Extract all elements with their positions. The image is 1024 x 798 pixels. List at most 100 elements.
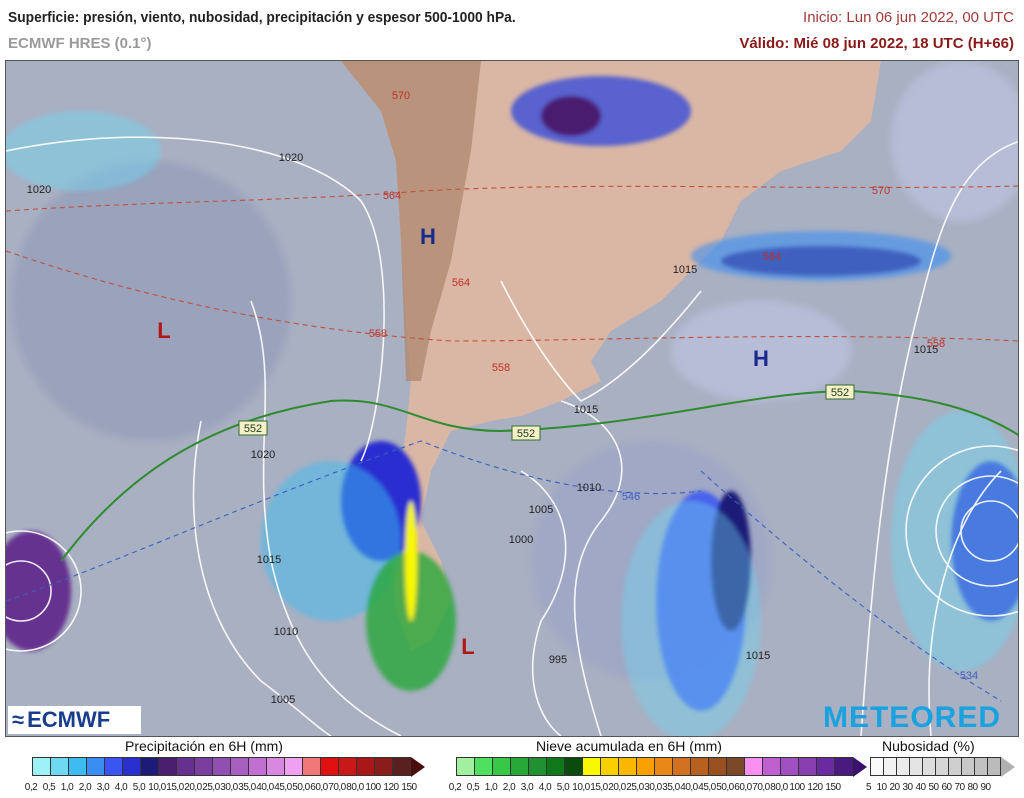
cloud-legend-tick: 60 (941, 782, 952, 793)
isobar-label: 1010 (577, 482, 601, 494)
thickness-552-label: 552 (244, 423, 262, 435)
snow-legend-tick: 70,0 (752, 782, 770, 793)
isobar-label: 995 (549, 654, 567, 666)
snow-legend-swatch (834, 757, 853, 776)
precip-legend-tick: 20,0 (184, 782, 202, 793)
precip-legend-tick: 0,2 (24, 782, 38, 793)
precip-legend-swatch (374, 757, 392, 776)
precip-legend-tick: 3,0 (96, 782, 110, 793)
isobar-label: 1005 (271, 694, 295, 706)
precip-legend-title: Precipitación en 6H (mm) (125, 738, 283, 754)
precip-legend-tick: 35,0 (238, 782, 256, 793)
snow-legend-tick: 100 (789, 782, 805, 793)
snow-legend-swatch (654, 757, 672, 776)
snow-legend-tick: 0,2 (448, 782, 462, 793)
weather-map[interactable]: H L H L 1020 1020 1015 1010 1005 1000 1020 1015 1010… (5, 60, 1019, 737)
isobar-label: 1020 (279, 152, 303, 164)
andes-terrain (341, 61, 481, 381)
precip-legend-swatch (140, 757, 158, 776)
precipitation (6, 76, 1018, 736)
precip-legend-swatch (320, 757, 338, 776)
cloud-legend-swatch (883, 757, 896, 776)
precip-legend-swatch (356, 757, 374, 776)
isobar-label: 1015 (574, 404, 598, 416)
snow-legend-swatch (456, 757, 474, 776)
snow-legend-tick: 40,0 (680, 782, 698, 793)
snow-legend-swatch (816, 757, 834, 776)
precip-legend-swatch (284, 757, 302, 776)
isobar-label: 1000 (509, 534, 533, 546)
cloud-legend-swatch (896, 757, 909, 776)
pressure-center-low: L (461, 634, 474, 659)
thickness-552-line (60, 389, 1018, 562)
thickness-label: 558 (492, 362, 510, 374)
snow-legend-swatch (762, 757, 780, 776)
cloud-legend-tick: 90 (980, 782, 991, 793)
thickness-552-label-box (238, 420, 268, 436)
snow-legend-tick: 25,0 (626, 782, 644, 793)
precip-legend-tick: 25,0 (202, 782, 220, 793)
cloud-legend-tick: 20 (889, 782, 900, 793)
thickness-label: 534 (960, 670, 978, 682)
precip-legend-tick: 100 (365, 782, 381, 793)
precip-legend-tick: 45,0 (274, 782, 292, 793)
snow-legend-tick: 45,0 (698, 782, 716, 793)
snow-legend-tick: 120 (807, 782, 823, 793)
snow-legend-swatch (726, 757, 744, 776)
precip-legend-tick: 60,0 (310, 782, 328, 793)
cloud-legend-title: Nubosidad (%) (882, 738, 975, 754)
precip-ticks: 0,2 0,5 1,0 2,0 3,0 4,0 5,0 10,0 15,0 20,0 25,0 30,… (22, 782, 418, 793)
cloud-legend-tick: 5 (865, 782, 872, 793)
thickness-552-label-box (511, 425, 541, 441)
pressure-center-high: H (753, 346, 769, 371)
snow-legend-tick: 1,0 (484, 782, 498, 793)
precip-legend-tick: 5,0 (132, 782, 146, 793)
cloud-ticks: 5 10 20 30 40 50 60 70 80 90 (862, 782, 992, 793)
snow-legend-swatch (708, 757, 726, 776)
precip-legend-tick: 50,0 (292, 782, 310, 793)
map-canvas: H L H L 1020 1020 1015 1010 1005 1000 1020 1015 1010… (6, 61, 1018, 736)
thickness-label: 564 (383, 190, 401, 202)
snow-legend-tick: 50,0 (716, 782, 734, 793)
precip-legend-tick: 10,0 (148, 782, 166, 793)
precip-legend-swatch (230, 757, 248, 776)
map-title: Superficie: presión, viento, nubosidad, … (8, 9, 516, 26)
cloud-legend-tick: 70 (954, 782, 965, 793)
precip-legend-tick: 40,0 (256, 782, 274, 793)
snow-legend-tick: 20,0 (608, 782, 626, 793)
cloud-legend-swatch (987, 757, 1001, 776)
thickness-label: 570 (872, 185, 890, 197)
precip-legend-swatch (104, 757, 122, 776)
isobar-label: 1015 (914, 344, 938, 356)
snow-legend-tick: 30,0 (644, 782, 662, 793)
precip-legend-swatch (338, 757, 356, 776)
precip-legend-swatch (68, 757, 86, 776)
snow-legend-swatch (780, 757, 798, 776)
thickness-lines (6, 185, 1018, 702)
precip-legend-tick: 2,0 (78, 782, 92, 793)
snow-legend-swatch (528, 757, 546, 776)
cloud-legend-arrow (1001, 757, 1015, 777)
ecmwf-logo-text: ECMWF (27, 707, 111, 732)
cloud-legend-tick: 40 (915, 782, 926, 793)
thickness-552-label: 552 (831, 387, 849, 399)
thickness-552-label-box (825, 384, 855, 400)
snow-legend-tick: 80,0 (770, 782, 788, 793)
precip-legend-tick: 80,0 (346, 782, 364, 793)
ecmwf-wave-icon: ≈ (12, 707, 25, 732)
snow-legend-tick: 3,0 (520, 782, 534, 793)
snow-legend-swatch (798, 757, 816, 776)
cloud-legend-swatch (935, 757, 948, 776)
snow-legend-tick: 150 (825, 782, 841, 793)
model-name: ECMWF HRES (0.1°) (8, 35, 152, 52)
snow-legend-swatch (546, 757, 564, 776)
pressure-center-low: L (157, 318, 170, 343)
snow-legend-tick: 0,5 (466, 782, 480, 793)
precip-legend-tick: 150 (401, 782, 417, 793)
precip-legend-swatch (248, 757, 266, 776)
thickness-552-label: 552 (517, 428, 535, 440)
precip-legend-swatch (302, 757, 320, 776)
precip-legend-swatch (176, 757, 194, 776)
snow-legend-swatch (690, 757, 708, 776)
thickness-label: 564 (452, 277, 470, 289)
